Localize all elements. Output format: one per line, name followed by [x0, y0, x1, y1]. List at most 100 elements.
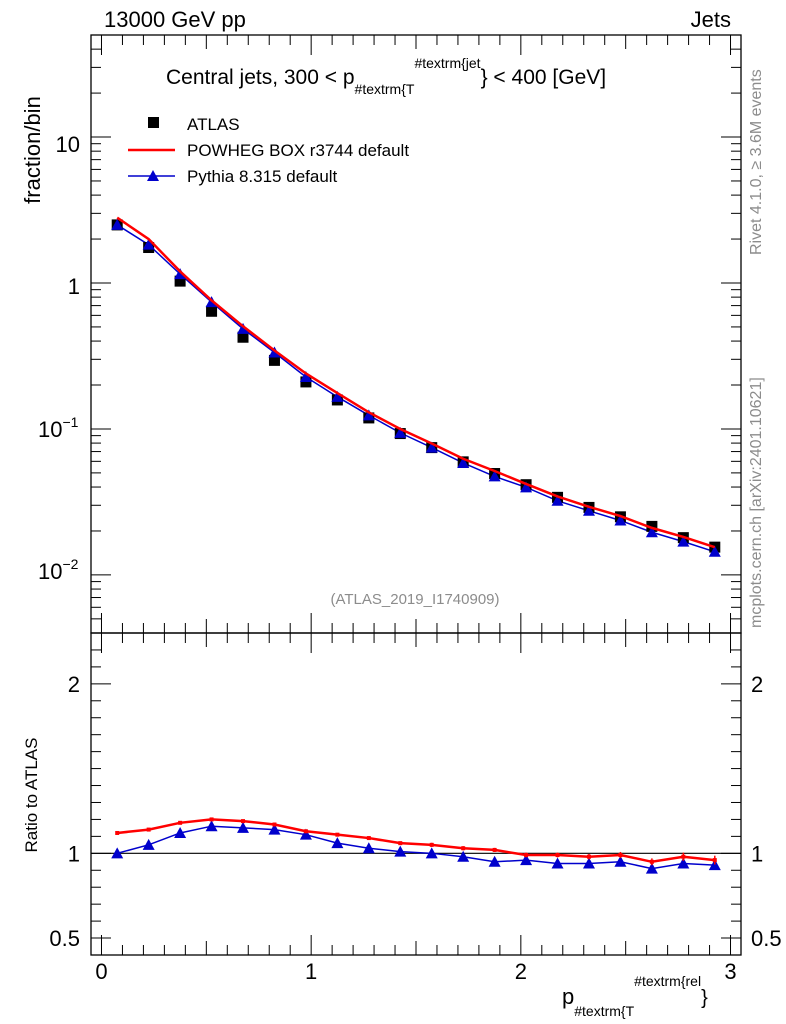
ytick-label-0.1: 10−1	[38, 414, 79, 442]
ratio-ytick-label-right: 0.5	[751, 926, 782, 951]
ratio-powheg-point	[303, 829, 308, 834]
pythia-point	[582, 504, 595, 516]
ratio-pythia-point	[174, 826, 187, 838]
ratio-pythia-point	[708, 859, 721, 871]
pythia-point	[457, 456, 470, 468]
pythia-point	[708, 545, 721, 557]
ratio-powheg-point	[649, 859, 654, 864]
xlabel-p: p	[562, 984, 574, 1009]
pythia-point	[677, 535, 690, 547]
legend-atlas-marker	[148, 117, 159, 128]
pythia-point	[645, 526, 658, 538]
mcplots-label: mcplots.cern.ch [arXiv:2401.10621]	[748, 377, 765, 628]
pythia-point	[331, 390, 344, 402]
ratio-powheg-point	[461, 846, 466, 851]
title-part1: Central jets, 300 < p	[166, 66, 355, 89]
ytick-label-0.1-base: 10	[38, 417, 62, 442]
ratio-powheg-point	[555, 853, 560, 858]
title-sub: #textrm{T	[355, 81, 415, 97]
ratio-pythia-line	[117, 825, 715, 870]
ratio-powheg-point	[178, 820, 183, 825]
ratio-pythia-point	[362, 842, 375, 854]
legend-atlas-label: ATLAS	[187, 115, 240, 134]
pythia-point	[614, 514, 627, 526]
powheg-line	[116, 216, 716, 549]
pythia-point	[425, 441, 438, 453]
main-axis-ticks	[91, 34, 741, 634]
ratio-powheg-point	[618, 853, 623, 858]
xtick-label: 1	[305, 959, 317, 984]
ratio-pythia-point	[488, 855, 501, 867]
ratio-powheg-point	[398, 841, 403, 846]
ratio-pythia-point	[457, 850, 470, 862]
ratio-pythia-point	[331, 837, 344, 849]
xtick-label: 3	[724, 959, 736, 984]
ratio-ytick-label-right: 2	[751, 672, 763, 697]
main-data-layer	[111, 216, 721, 557]
pythia-point	[520, 481, 533, 493]
ratio-pythia-point	[551, 857, 564, 869]
ratio-powheg-line	[117, 818, 715, 864]
xtick-label: 2	[515, 959, 527, 984]
pythia-point	[268, 346, 281, 358]
ratio-powheg-point	[524, 853, 529, 858]
ytick-label-0.01: 10−2	[38, 556, 79, 584]
pythia-point	[394, 426, 407, 438]
ytick-label-0.01-base: 10	[38, 559, 62, 584]
atlas-point	[206, 305, 218, 317]
ratio-powheg-point	[429, 842, 434, 847]
ratio-powheg-point	[209, 817, 214, 822]
ratio-powheg-point	[335, 832, 340, 837]
ratio-data-layer	[111, 817, 721, 874]
ratio-pythia-point	[268, 823, 281, 835]
header-right: Jets	[691, 7, 731, 32]
ratio-ytick-label-left: 0.5	[49, 926, 80, 951]
legend-pythia-label: Pythia 8.315 default	[187, 167, 338, 186]
ratio-ylabel: Ratio to ATLAS	[22, 738, 41, 853]
ratio-pythia-point	[111, 847, 124, 859]
ytick-label-10: 10	[56, 132, 80, 157]
xlabel-sup: #textrm{rel	[634, 973, 701, 989]
pythia-point	[299, 370, 312, 382]
pythia-line	[116, 224, 716, 553]
ratio-powheg-point	[115, 830, 120, 835]
header-left: 13000 GeV pp	[104, 7, 246, 32]
atlas-point	[237, 331, 249, 343]
ratio-ytick-label-left: 2	[68, 672, 80, 697]
title-sup: #textrm{jet	[414, 55, 480, 71]
ytick-label-1: 1	[68, 274, 80, 299]
pythia-point	[111, 218, 124, 230]
pythia-point	[237, 322, 250, 334]
ratio-tick-labels: 0.5 0.5 1 1 2 2 0 1 2 3	[49, 672, 781, 984]
pythia-point	[174, 268, 187, 280]
ratio-powheg-point	[272, 822, 277, 827]
ratio-pythia-point	[425, 847, 438, 859]
atlas-point	[174, 275, 186, 287]
xaxis-label: p#textrm{T#textrm{rel}	[562, 973, 708, 1019]
ratio-pythia-point	[237, 821, 250, 833]
ratio-ytick-label-right: 1	[751, 841, 763, 866]
ratio-pythia-point	[142, 838, 155, 850]
pythia-point	[142, 238, 155, 250]
pythia-point	[362, 409, 375, 421]
atlas-point	[268, 354, 280, 366]
ratio-pythia-point	[582, 857, 595, 869]
ratio-powheg-point	[492, 847, 497, 852]
xlabel-close: }	[701, 987, 708, 1009]
ratio-pythia-point	[677, 857, 690, 869]
ratio-pythia-point	[205, 820, 218, 832]
rivet-label: Rivet 4.1.0, ≥ 3.6M events	[748, 69, 765, 255]
ratio-powheg-point	[681, 854, 686, 859]
xlabel-sub: #textrm{T	[574, 1003, 634, 1019]
ratio-pythia-point	[520, 854, 533, 866]
legend: ATLAS POWHEG BOX r3744 default Pythia 8.…	[128, 115, 409, 186]
plot-title: Central jets, 300 < p#textrm{T #textrm{je…	[166, 55, 606, 97]
ratio-powheg-point	[712, 858, 717, 863]
ratio-ytick-label-left: 1	[68, 841, 80, 866]
ratio-powheg-point	[586, 854, 591, 859]
ratio-pythia-point	[394, 845, 407, 857]
ratio-plot-frame	[90, 632, 742, 956]
ratio-axis-ticks	[91, 632, 741, 956]
pythia-point	[488, 470, 501, 482]
ratio-powheg-point	[146, 827, 151, 832]
